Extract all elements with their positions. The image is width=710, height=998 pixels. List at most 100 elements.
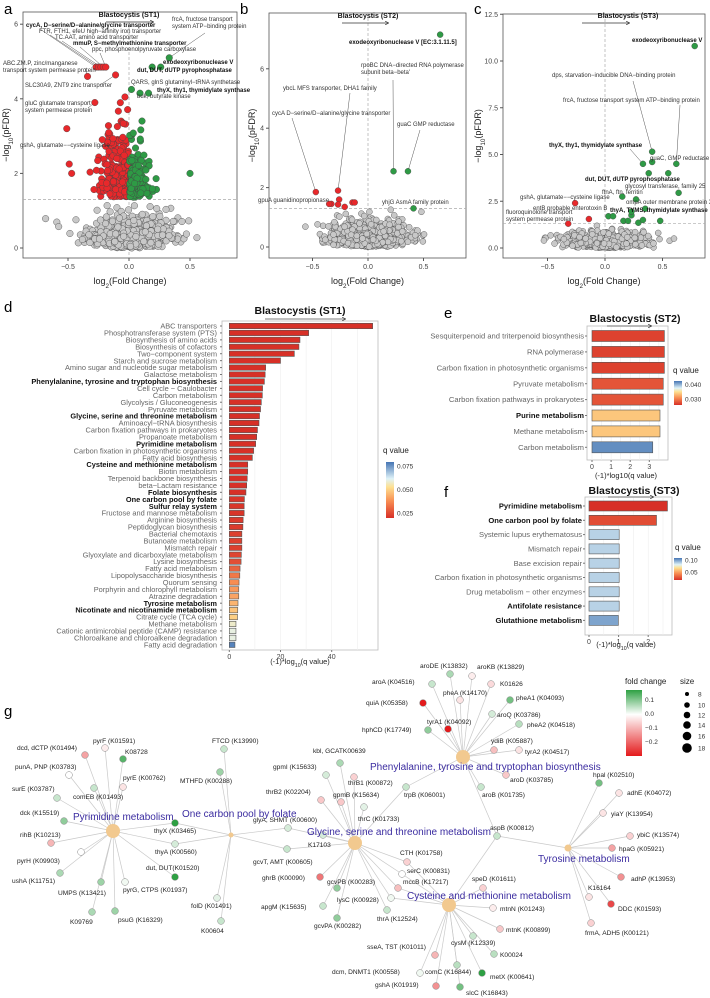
point-down [109,135,117,143]
gene-node[interactable] [478,969,486,977]
gene-node[interactable] [479,884,487,892]
gene-node[interactable] [402,783,410,791]
point-ns [547,232,554,239]
gene-node[interactable] [487,680,495,688]
gene-node[interactable] [469,932,477,940]
gene-node[interactable] [608,844,616,852]
gene-node[interactable] [456,696,464,704]
gene-node[interactable] [394,884,402,892]
fold-change-colorbar [626,690,642,756]
gene-node[interactable] [119,755,127,763]
gene-node[interactable] [424,726,432,734]
network-edge [104,747,114,832]
gene-node[interactable] [121,878,129,886]
gene-node[interactable] [428,680,436,688]
gene-node[interactable] [101,744,109,752]
labeled-point [148,63,156,71]
gene-node[interactable] [319,831,327,839]
gene-node[interactable] [171,819,179,827]
gene-node[interactable] [283,845,291,853]
gene-node[interactable] [490,950,498,958]
gene-node[interactable] [171,873,179,881]
gene-node[interactable] [111,907,119,915]
category-label: Biosynthesis of cofactors [135,342,217,351]
gene-node[interactable] [217,917,225,925]
gene-node[interactable] [502,771,510,779]
gene-node[interactable] [444,725,452,733]
category-label: Bacterial chemotaxis [149,530,217,539]
gene-node[interactable] [419,699,427,707]
gene-node[interactable] [493,832,501,840]
gene-node[interactable] [403,858,411,866]
gene-node[interactable] [416,969,424,977]
gene-node[interactable] [615,789,623,797]
gene-node[interactable] [431,951,439,959]
pathway-hub-node[interactable] [106,824,120,838]
gene-node[interactable] [220,745,228,753]
gene-node[interactable] [626,832,634,840]
point-down [109,178,117,186]
gene-node[interactable] [284,824,292,832]
gene-node[interactable] [432,982,440,990]
gene-node[interactable] [77,848,85,856]
gene-node[interactable] [515,720,523,728]
size-legend-label: 18 [698,746,706,753]
gene-node[interactable] [47,839,55,847]
gene-node[interactable] [506,696,514,704]
gene-node[interactable] [446,670,454,678]
gene-node[interactable] [322,771,330,779]
gene-node[interactable] [595,779,603,787]
gene-node[interactable] [350,773,358,781]
gene-node[interactable] [88,908,96,916]
point-label: thyX, thy1, thymidylate synthase [549,143,643,149]
gene-node[interactable] [383,906,391,914]
gene-node[interactable] [488,710,496,718]
pathway-hub-node[interactable] [442,898,456,912]
gene-node[interactable] [490,746,498,754]
gene-node[interactable] [56,869,64,877]
gene-node[interactable] [617,873,625,881]
gene-node[interactable] [489,904,497,912]
gene-node[interactable] [81,751,89,759]
pathway-hub-node[interactable] [228,832,234,838]
gene-node[interactable] [585,893,593,901]
gene-node[interactable] [60,817,68,825]
gene-node[interactable] [337,798,345,806]
gene-node[interactable] [468,672,476,680]
network-edge [319,842,356,878]
gene-node[interactable] [97,878,105,886]
gene-node[interactable] [477,783,485,791]
pathway-hub-node[interactable] [564,844,572,852]
gene-node[interactable] [398,870,406,878]
gene-node[interactable] [317,796,325,804]
gene-node[interactable] [333,884,341,892]
gene-node[interactable] [53,794,61,802]
gene-label: frmA, ADH5 (K00121) [585,930,649,937]
gene-node[interactable] [496,925,504,933]
gene-node[interactable] [333,914,341,922]
gene-node[interactable] [456,983,464,991]
point-ns [353,242,361,249]
gene-node[interactable] [607,900,615,908]
gene-node[interactable] [119,783,127,791]
gene-node[interactable] [515,746,523,754]
labeled-point [632,196,640,203]
pathway-hub-node[interactable] [456,750,470,764]
gene-node[interactable] [587,919,595,927]
gene-node[interactable] [171,840,179,848]
labeled-point [312,188,320,196]
y-tick-label: 10.0 [484,59,498,66]
gene-node[interactable] [213,894,221,902]
gene-node[interactable] [599,809,607,817]
gene-node[interactable] [336,759,344,767]
gene-node[interactable] [316,873,324,881]
gene-node[interactable] [387,894,395,902]
gene-node[interactable] [360,803,368,811]
gene-node[interactable] [216,768,224,776]
x-tick-label: 0.0 [363,264,373,271]
gene-node[interactable] [453,961,461,969]
gene-node[interactable] [65,771,73,779]
pathway-hub-node[interactable] [348,836,362,850]
gene-node[interactable] [319,902,327,910]
gene-node[interactable] [90,784,98,792]
